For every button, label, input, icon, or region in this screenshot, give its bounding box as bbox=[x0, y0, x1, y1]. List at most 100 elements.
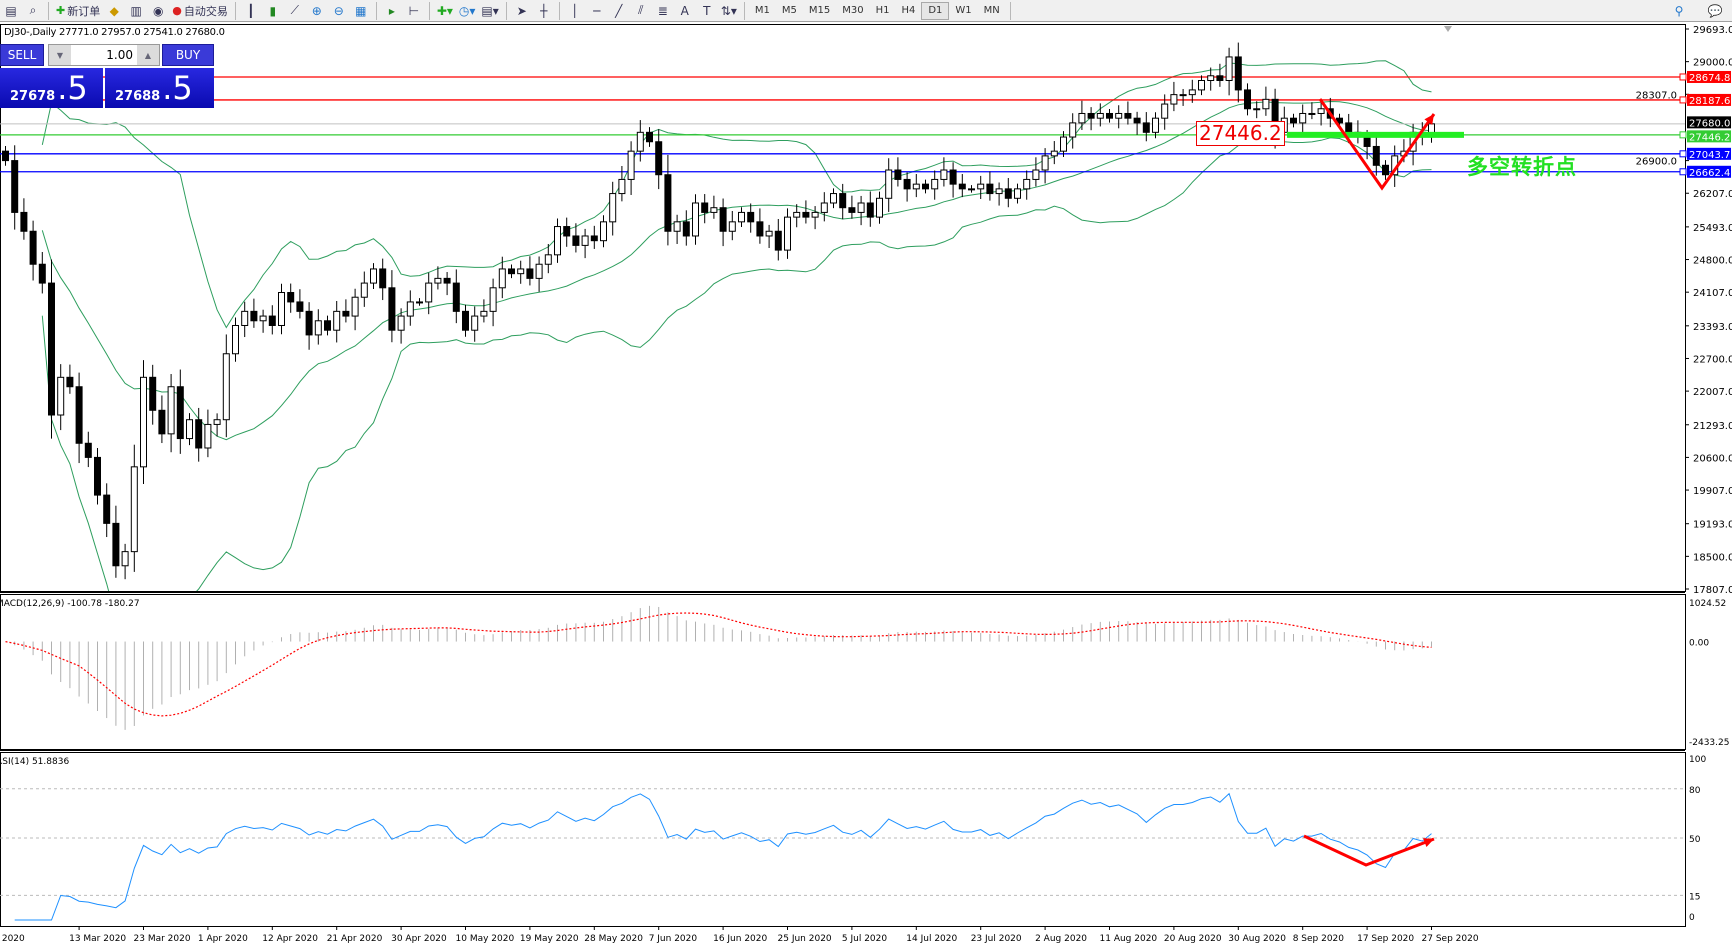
price-label-support: 27043.7 bbox=[1689, 150, 1730, 161]
candle-bull bbox=[130, 466, 138, 553]
chart-shift-icon[interactable]: ⊢ bbox=[408, 3, 420, 18]
hline-handle[interactable] bbox=[1679, 168, 1687, 176]
zoom-out-icon[interactable]: ⊖ bbox=[333, 3, 344, 18]
equidistant-channel-icon[interactable]: ⫽ bbox=[638, 3, 644, 17]
arrows-icon[interactable]: ⇅▾ bbox=[720, 3, 737, 18]
auto-scroll-icon[interactable]: ▸ bbox=[388, 3, 395, 18]
timeframe-mn[interactable]: MN bbox=[983, 5, 1000, 16]
candle-bull bbox=[940, 169, 948, 180]
candle-bear bbox=[443, 277, 451, 284]
date-label: 20 Aug 2020 bbox=[1164, 934, 1222, 943]
lot-increase-button[interactable]: ▲ bbox=[137, 45, 159, 65]
candle-bull bbox=[204, 423, 212, 449]
timeframe-h4[interactable]: H4 bbox=[901, 5, 916, 16]
chart-window-icon[interactable]: ▤ bbox=[5, 3, 17, 18]
navigator-icon[interactable]: ▥ bbox=[130, 3, 142, 18]
crosshair-icon[interactable]: ┼ bbox=[540, 3, 548, 18]
zoom-chart-icon[interactable]: ⌕ bbox=[29, 3, 37, 17]
candle-bull bbox=[213, 419, 221, 425]
rsi-reversal-arrow[interactable] bbox=[1303, 834, 1435, 867]
text-icon[interactable]: A bbox=[680, 3, 689, 18]
cursor-icon[interactable]: ➤ bbox=[516, 3, 527, 18]
date-label: 10 May 2020 bbox=[456, 934, 515, 943]
toolbar-right: ⚲ 💬 bbox=[1668, 1, 1726, 21]
timeframe-w1[interactable]: W1 bbox=[955, 5, 972, 16]
timeframe-m30[interactable]: M30 bbox=[842, 5, 864, 16]
candle-bear bbox=[29, 230, 37, 265]
text-label-icon[interactable]: T bbox=[703, 3, 711, 18]
zoom-in-icon[interactable]: ⊕ bbox=[311, 3, 322, 18]
rsi-panel-frame bbox=[0, 752, 1686, 927]
candle-bull bbox=[600, 221, 607, 242]
toolbar-separator bbox=[743, 1, 745, 20]
price-tick-label: 28307.0 bbox=[1636, 90, 1677, 101]
candle-bull bbox=[618, 178, 626, 195]
candle-bear bbox=[149, 376, 157, 411]
hline-handle[interactable] bbox=[1679, 131, 1687, 139]
periods-icon[interactable]: ◷▾ bbox=[458, 3, 476, 18]
tile-windows-icon[interactable]: ▦ bbox=[355, 3, 367, 18]
candle-bear bbox=[452, 282, 460, 312]
candle-bull bbox=[397, 315, 405, 331]
candle-bull bbox=[278, 292, 285, 326]
line-chart-icon[interactable]: ⟋ bbox=[290, 3, 300, 17]
candle-bull bbox=[498, 268, 506, 289]
chat-icon[interactable]: 💬 bbox=[1707, 4, 1723, 18]
vertical-line-icon[interactable]: │ bbox=[571, 3, 579, 18]
candle-bull bbox=[406, 301, 414, 317]
sell-price[interactable]: 27678.5 bbox=[0, 68, 103, 108]
timeframe-m15[interactable]: M15 bbox=[808, 5, 831, 16]
candle-bull bbox=[1032, 169, 1040, 180]
candle-bear bbox=[48, 282, 55, 416]
lot-decrease-button[interactable]: ▼ bbox=[49, 45, 71, 65]
horizontal-line-icon[interactable]: ─ bbox=[593, 3, 601, 18]
date-label: 14 Jul 2020 bbox=[906, 934, 957, 943]
candle-bear bbox=[268, 315, 276, 326]
candle-bull bbox=[857, 202, 865, 213]
chart-shift-marker[interactable] bbox=[1444, 26, 1452, 32]
candle-bull bbox=[876, 197, 883, 218]
trendline-icon[interactable]: ╱ bbox=[615, 3, 623, 18]
candle-bear bbox=[958, 183, 966, 190]
pivot-price-label[interactable]: 27446.2 bbox=[1196, 121, 1285, 146]
candle-bear bbox=[747, 211, 755, 223]
templates-icon[interactable]: ▤▾ bbox=[481, 3, 499, 18]
candle-bull bbox=[535, 263, 543, 279]
search-icon[interactable]: ⚲ bbox=[1674, 4, 1684, 18]
new-order-button[interactable]: ✚ 新订单 bbox=[56, 4, 101, 18]
timeframe-d1[interactable]: D1 bbox=[921, 1, 950, 20]
indicators-icon[interactable]: ✚▾ bbox=[436, 3, 453, 18]
date-label: 2 Aug 2020 bbox=[1035, 934, 1087, 943]
price-tick-label: 21293.0 bbox=[1693, 421, 1732, 432]
chart-area[interactable]: 29693.0 29000.0 28307.0 26900.0 26207.0 25493… bbox=[0, 22, 1732, 943]
buy-price[interactable]: 27688.5 bbox=[105, 68, 214, 108]
candle-bull bbox=[609, 193, 617, 223]
hline-handle[interactable] bbox=[1679, 96, 1687, 104]
date-label: 17 Sep 2020 bbox=[1357, 934, 1414, 943]
timeframe-m1[interactable]: M1 bbox=[754, 5, 770, 16]
candle-bull bbox=[793, 211, 801, 218]
buy-button[interactable]: BUY bbox=[162, 44, 214, 66]
pivot-zone-bar[interactable] bbox=[1287, 131, 1464, 138]
candlestick-icon[interactable]: ▮ bbox=[269, 3, 277, 18]
candle-bull bbox=[259, 315, 267, 322]
v-reversal-arrow[interactable] bbox=[1318, 98, 1436, 191]
sell-button[interactable]: SELL bbox=[0, 44, 44, 66]
fibonacci-icon[interactable]: ≣ bbox=[657, 3, 668, 18]
candle-bear bbox=[11, 160, 19, 213]
candle-bear bbox=[250, 310, 258, 322]
bar-chart-icon[interactable]: ┃ bbox=[247, 3, 255, 18]
lot-size-stepper[interactable]: ▼ 1.00 ▲ bbox=[48, 44, 160, 66]
price-label-box bbox=[1687, 116, 1731, 129]
lot-size-input[interactable]: 1.00 bbox=[106, 48, 133, 62]
auto-trading-button[interactable]: ● 自动交易 bbox=[172, 4, 228, 18]
candle-bear bbox=[1345, 122, 1353, 133]
turning-point-text[interactable]: 多空转折点 bbox=[1467, 155, 1577, 179]
timeframe-m5[interactable]: M5 bbox=[781, 5, 797, 16]
hline-handle[interactable] bbox=[1679, 73, 1687, 81]
hline-handle[interactable] bbox=[1679, 150, 1687, 158]
market-watch-icon[interactable]: ◆ bbox=[109, 3, 119, 18]
signals-icon[interactable]: ◉ bbox=[152, 3, 164, 18]
timeframe-h1[interactable]: H1 bbox=[875, 5, 890, 16]
candle-bear bbox=[1142, 122, 1150, 133]
